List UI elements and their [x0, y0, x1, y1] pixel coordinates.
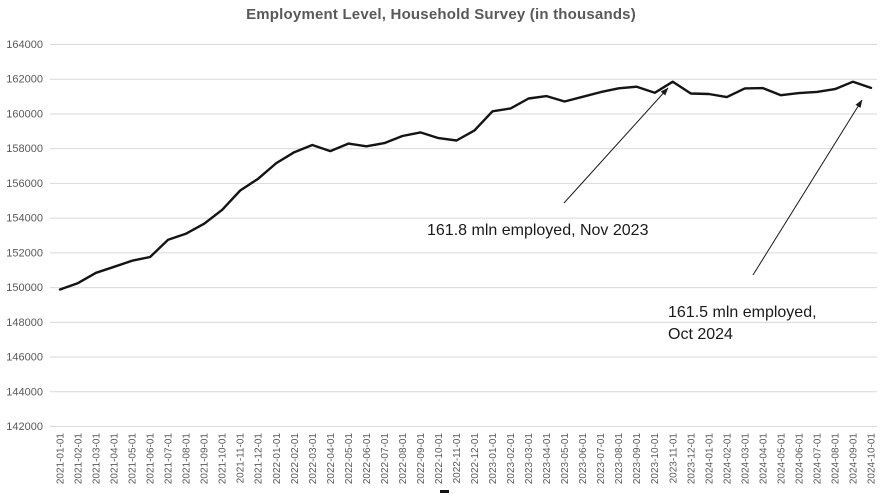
- svg-text:150000: 150000: [6, 282, 43, 294]
- svg-text:158000: 158000: [6, 143, 43, 155]
- svg-text:2021-10-01: 2021-10-01: [218, 433, 229, 485]
- svg-text:2022-12-01: 2022-12-01: [470, 433, 481, 485]
- svg-text:162000: 162000: [6, 74, 43, 86]
- svg-text:2023-07-01: 2023-07-01: [596, 433, 607, 485]
- annotation-oct-2024: 161.5 mln employed, Oct 2024: [668, 304, 817, 343]
- svg-text:152000: 152000: [6, 247, 43, 259]
- svg-text:2022-04-01: 2022-04-01: [326, 433, 337, 485]
- svg-text:2023-03-01: 2023-03-01: [524, 433, 535, 485]
- annotation-nov-2023: 161.8 mln employed, Nov 2023: [427, 222, 649, 239]
- svg-text:146000: 146000: [6, 352, 43, 364]
- svg-text:2024-05-01: 2024-05-01: [776, 433, 787, 485]
- svg-text:2024-09-01: 2024-09-01: [848, 433, 859, 485]
- chart-title: Employment Level, Household Survey (in t…: [246, 6, 636, 23]
- svg-text:2022-01-01: 2022-01-01: [272, 433, 283, 485]
- svg-text:2023-05-01: 2023-05-01: [560, 433, 571, 485]
- svg-text:2023-08-01: 2023-08-01: [614, 433, 625, 485]
- svg-text:2021-06-01: 2021-06-01: [146, 433, 157, 485]
- svg-text:2021-05-01: 2021-05-01: [128, 433, 139, 485]
- svg-text:2023-10-01: 2023-10-01: [650, 433, 661, 485]
- svg-text:2023-04-01: 2023-04-01: [542, 433, 553, 485]
- svg-text:2023-12-01: 2023-12-01: [686, 433, 697, 485]
- svg-text:2023-09-01: 2023-09-01: [632, 433, 643, 485]
- svg-text:2024-10-01: 2024-10-01: [867, 433, 878, 485]
- svg-text:2021-04-01: 2021-04-01: [110, 433, 121, 485]
- svg-text:2021-08-01: 2021-08-01: [182, 433, 193, 485]
- svg-text:2021-07-01: 2021-07-01: [164, 433, 175, 485]
- y-tick-labels: 142000 144000 146000 148000 150000 152000 1540…: [6, 39, 43, 433]
- svg-text:2024-08-01: 2024-08-01: [830, 433, 841, 485]
- svg-text:2021-09-01: 2021-09-01: [200, 433, 211, 485]
- svg-text:2022-06-01: 2022-06-01: [362, 433, 373, 485]
- svg-text:154000: 154000: [6, 213, 43, 225]
- svg-text:142000: 142000: [6, 421, 43, 433]
- svg-text:2022-08-01: 2022-08-01: [398, 433, 409, 485]
- svg-text:144000: 144000: [6, 386, 43, 398]
- svg-text:156000: 156000: [6, 178, 43, 190]
- annotation-arrows: [563, 87, 863, 276]
- svg-text:2023-11-01: 2023-11-01: [668, 433, 679, 484]
- svg-text:148000: 148000: [6, 317, 43, 329]
- svg-text:2021-03-01: 2021-03-01: [92, 433, 103, 485]
- svg-text:2024-03-01: 2024-03-01: [740, 433, 751, 485]
- svg-text:2021-01-01: 2021-01-01: [56, 433, 67, 485]
- svg-text:2024-02-01: 2024-02-01: [722, 433, 733, 485]
- svg-text:2022-02-01: 2022-02-01: [290, 433, 301, 485]
- svg-text:2022-05-01: 2022-05-01: [344, 433, 355, 485]
- svg-text:2021-11-01: 2021-11-01: [236, 433, 247, 484]
- svg-text:2022-03-01: 2022-03-01: [308, 433, 319, 485]
- svg-text:2023-06-01: 2023-06-01: [578, 433, 589, 485]
- svg-text:2021-12-01: 2021-12-01: [254, 433, 265, 485]
- legend-marker-fragment: [440, 490, 449, 493]
- svg-text:2024-04-01: 2024-04-01: [758, 433, 769, 485]
- svg-text:2021-02-01: 2021-02-01: [74, 433, 85, 485]
- svg-text:2023-01-01: 2023-01-01: [488, 433, 499, 485]
- svg-text:160000: 160000: [6, 108, 43, 120]
- svg-text:2024-01-01: 2024-01-01: [704, 433, 715, 485]
- svg-text:2022-11-01: 2022-11-01: [452, 433, 463, 484]
- y-gridlines: [50, 44, 877, 427]
- svg-text:164000: 164000: [6, 39, 43, 51]
- svg-text:2023-02-01: 2023-02-01: [506, 433, 517, 485]
- svg-text:2022-09-01: 2022-09-01: [416, 433, 427, 485]
- employment-line: [58, 80, 873, 291]
- svg-text:2022-10-01: 2022-10-01: [434, 433, 445, 485]
- svg-text:2024-06-01: 2024-06-01: [794, 433, 805, 485]
- svg-text:2024-07-01: 2024-07-01: [812, 433, 823, 485]
- svg-text:2022-07-01: 2022-07-01: [380, 433, 391, 485]
- x-tick-labels: 2021-01-01 2021-02-01 2021-03-01 2021-04-01…: [56, 433, 878, 485]
